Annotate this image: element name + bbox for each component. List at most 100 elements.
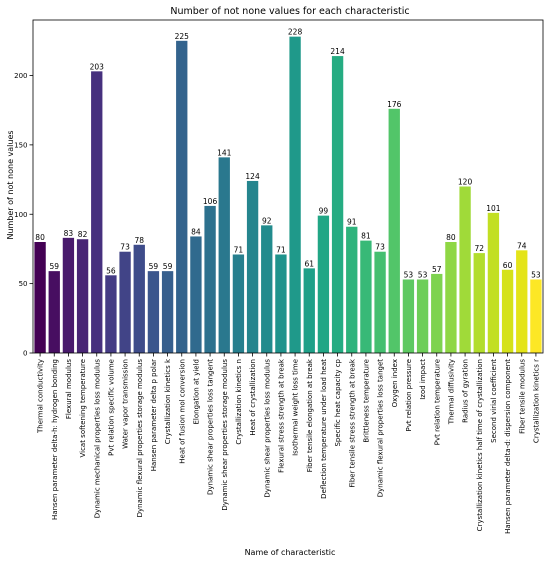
x-tick-label: Crystallization kinetics k	[164, 358, 172, 444]
bar-value-label: 225	[175, 32, 190, 41]
bar	[34, 242, 46, 353]
bar	[346, 226, 358, 353]
bar-value-label: 141	[217, 148, 232, 157]
bar-value-label: 56	[106, 266, 116, 275]
bar	[431, 273, 443, 353]
x-tick-label: Pvt relation pressure	[405, 359, 413, 431]
x-tick-label: Oxygen index	[391, 359, 399, 407]
x-tick-label: Heat of fusion mol conversion	[178, 359, 186, 464]
bar	[105, 275, 117, 353]
x-tick-label: Brittleness temperature	[362, 359, 370, 443]
bar-value-label: 106	[203, 197, 218, 206]
bar-value-label: 83	[64, 229, 74, 238]
y-axis-label: Number of not none values	[6, 130, 15, 239]
x-tick-label: Crystallization kinetics n	[235, 359, 243, 445]
bar	[459, 186, 471, 353]
bar	[317, 215, 330, 353]
plot-frame	[32, 19, 544, 354]
x-tick-label: Fiber tensile modulus	[518, 359, 526, 434]
x-tick-label: Hansen parameter delta p polar	[150, 359, 158, 471]
x-tick-label: Isothermal weight loss time	[292, 359, 300, 456]
chart-title: Number of not none values for each chara…	[170, 6, 409, 17]
x-tick-label: Deflection temperature under load heat	[320, 359, 328, 499]
x-axis: Thermal conductivity Hansen parameter del…	[37, 353, 540, 534]
bar	[190, 236, 202, 353]
bar-value-label: 214	[330, 47, 345, 56]
bar-value-label: 53	[418, 270, 428, 279]
bar-value-label: 53	[531, 270, 541, 279]
x-tick-label: Crystallization kinetics half time of cr…	[476, 359, 484, 531]
y-axis: 0 50 100 150 200	[14, 72, 33, 358]
bar-value-label: 59	[49, 262, 59, 271]
bar	[161, 271, 174, 353]
x-tick-label: Hansen parameter delta-h: hydrogen bondi…	[51, 359, 59, 520]
x-tick-label: Vicat softening temperature	[79, 359, 87, 458]
x-tick-label: Dynamic mechanical properties loss modul…	[93, 359, 101, 519]
bar-value-label: 71	[276, 245, 286, 254]
x-axis-label: Name of characteristic	[245, 548, 336, 557]
y-tick-label: 50	[19, 280, 28, 288]
bar	[388, 108, 400, 353]
bar	[204, 205, 216, 353]
bar-value-label: 228	[288, 28, 303, 37]
y-tick-label: 0	[23, 350, 27, 358]
bar	[91, 71, 103, 354]
bar	[303, 268, 315, 353]
bar-value-label: 92	[262, 216, 272, 225]
x-tick-label: Dynamic shear properties loss tangent	[207, 359, 215, 495]
x-tick-label: Radius of gyration	[462, 359, 470, 423]
bar	[487, 212, 500, 353]
y-tick-label: 100	[14, 211, 27, 219]
bar-value-label: 74	[517, 241, 527, 250]
bar	[402, 279, 415, 353]
bar-value-label: 99	[319, 207, 329, 216]
x-tick-label: Dynamic flexural properties storage modu…	[136, 359, 144, 518]
x-tick-label: Dynamic shear properties loss modulus	[263, 359, 271, 498]
bar-value-label: 80	[35, 233, 45, 242]
y-tick-label: 150	[14, 141, 27, 149]
bar-value-label: 203	[90, 62, 105, 71]
bar	[275, 254, 287, 353]
bar-value-label: 120	[458, 178, 473, 187]
bar	[246, 180, 259, 353]
bar-value-label: 61	[304, 259, 314, 268]
bar-value-label: 101	[486, 204, 501, 213]
bar	[445, 242, 457, 353]
bar-value-label: 91	[347, 218, 357, 227]
bar	[133, 244, 145, 353]
bar	[232, 254, 245, 353]
x-tick-label: Dynamic flexural properties loss tanget	[377, 359, 385, 498]
bar	[119, 251, 131, 353]
bar	[360, 240, 372, 353]
bar	[530, 279, 542, 353]
x-tick-label: Water vapor transmission	[122, 359, 130, 449]
bar	[48, 271, 60, 353]
bars	[34, 36, 542, 354]
y-tick-label: 200	[14, 72, 27, 80]
bar	[76, 239, 89, 353]
bar-value-label: 81	[361, 232, 371, 241]
x-tick-label: Elongation at yield	[192, 359, 200, 425]
bar-value-label: 82	[78, 230, 88, 239]
x-tick-label: Hansen parameter delta-d: dispersion com…	[504, 359, 512, 534]
x-tick-label: Second virial coefficient	[490, 359, 498, 443]
bar-value-label: 73	[375, 243, 385, 252]
bar-value-label: 78	[134, 236, 144, 245]
bar	[416, 279, 429, 353]
x-tick-label: Specific heat capacity cp	[334, 358, 342, 446]
x-tick-label: Pvt relation specific volume	[107, 359, 115, 456]
bar	[516, 250, 528, 353]
data-labels: 80 59 83 82 203 56 73 78 59 59 225 84 106 141 71 124 92 7…	[35, 28, 541, 280]
x-tick-label: Fiber tensile elongation at break	[306, 358, 314, 472]
x-tick-label: Thermal conductivity	[37, 359, 45, 434]
bar	[176, 40, 188, 353]
bar	[473, 253, 485, 353]
bar-value-label: 53	[404, 270, 414, 279]
bar	[261, 225, 273, 353]
x-tick-label: Flexural stress strength at break	[277, 358, 285, 473]
bar-value-label: 176	[387, 100, 402, 109]
x-tick-label: Dynamic shear properties storage modulus	[221, 359, 229, 511]
bar-value-label: 60	[503, 261, 513, 270]
bar-value-label: 59	[163, 262, 173, 271]
